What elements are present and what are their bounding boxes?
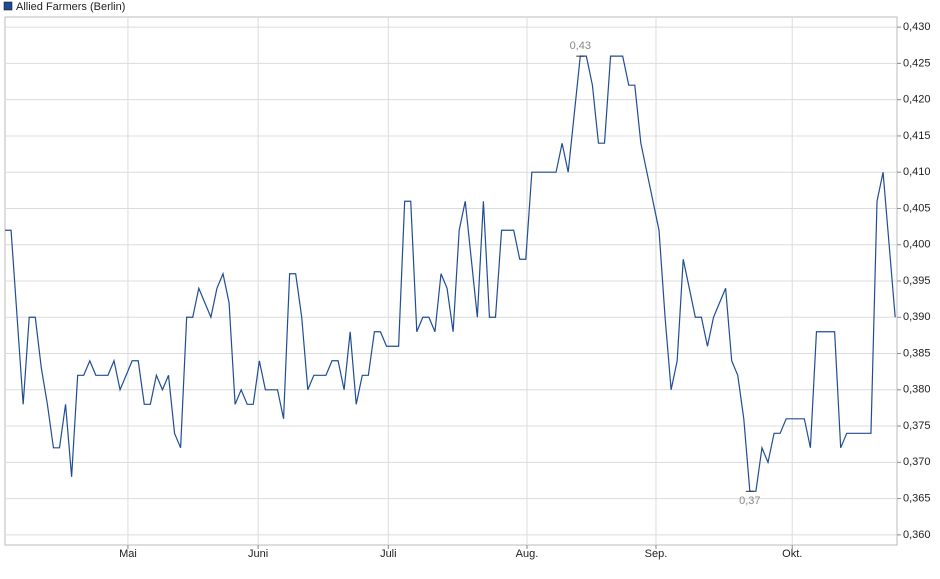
y-tick-label: 0,420 [903,94,931,106]
y-tick-label: 0,430 [903,21,931,33]
annotation: 0,43 [570,40,591,52]
y-tick-label: 0,390 [903,311,931,323]
x-tick-label: Sep. [645,548,668,560]
y-tick-label: 0,380 [903,384,931,396]
y-tick-label: 0,410 [903,166,931,178]
y-tick-label: 0,395 [903,275,931,287]
y-tick-label: 0,365 [903,492,931,504]
y-tick-label: 0,425 [903,57,931,69]
legend-swatch [3,1,13,11]
x-tick-label: Juni [248,548,268,560]
price-line [5,55,896,492]
y-tick-label: 0,385 [903,347,931,359]
x-tick-label: Juli [380,548,397,560]
x-tick-label: Mai [119,548,137,560]
y-tick-label: 0,400 [903,239,931,251]
annotation: 0,37 [739,495,760,507]
y-tick-label: 0,370 [903,456,931,468]
y-tick-label: 0,375 [903,420,931,432]
y-tick-label: 0,415 [903,130,931,142]
legend-label: Allied Farmers (Berlin) [16,1,125,13]
x-tick-label: Okt. [782,548,802,560]
x-tick-label: Aug. [516,548,539,560]
y-tick-label: 0,360 [903,529,931,541]
y-tick-label: 0,405 [903,202,931,214]
